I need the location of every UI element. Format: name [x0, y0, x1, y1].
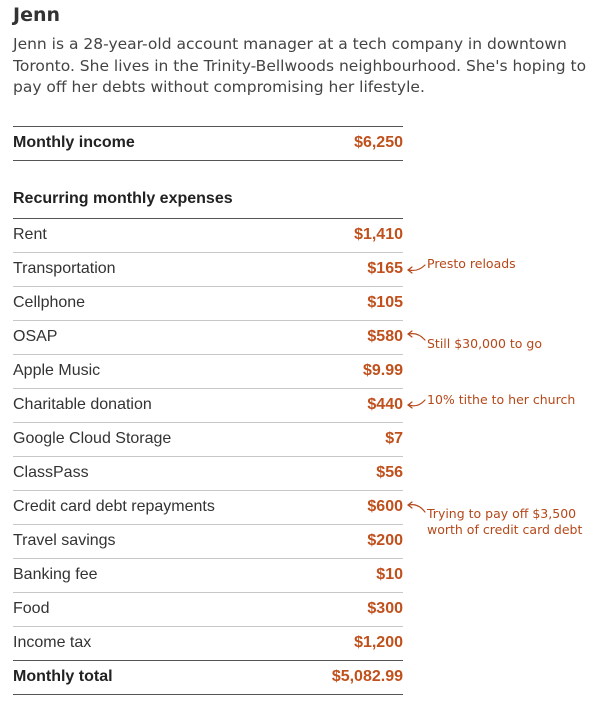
annotation-charitable: 10% tithe to her church [427, 392, 576, 407]
arrowhead-transportation-icon [407, 266, 413, 274]
annotation-osap: Still $30,000 to go [427, 336, 542, 351]
row-divider [13, 354, 403, 355]
total-top-rule [13, 660, 403, 661]
income-row: Monthly income $6,250 [13, 126, 403, 160]
expense-amount: $1,200 [354, 634, 403, 651]
expense-label: Rent [13, 226, 47, 243]
expense-label: Credit card debt repayments [13, 498, 215, 515]
annotation-credit-card: Trying to pay off $3,500 worth of credit… [427, 506, 582, 538]
total-bottom-rule [13, 694, 403, 695]
expense-row-apple-music: Apple Music $9.99 [13, 354, 403, 388]
row-divider [13, 592, 403, 593]
income-label: Monthly income [13, 134, 135, 151]
expense-amount: $200 [367, 532, 403, 549]
expense-row-charitable: Charitable donation $440 [13, 388, 403, 422]
annotation-credit-card-line2: worth of credit card debt [427, 522, 583, 537]
row-divider [13, 252, 403, 253]
row-divider [13, 286, 403, 287]
expense-amount: $10 [376, 566, 403, 583]
expense-row-classpass: ClassPass $56 [13, 456, 403, 490]
row-divider [13, 320, 403, 321]
expense-label: Google Cloud Storage [13, 430, 172, 447]
expense-row-travel-savings: Travel savings $200 [13, 524, 403, 558]
expense-row-credit-card: Credit card debt repayments $600 [13, 490, 403, 524]
expense-amount: $7 [385, 430, 403, 447]
annotation-transportation: Presto reloads [427, 256, 516, 271]
expense-amount: $580 [367, 328, 403, 345]
expense-label: Cellphone [13, 294, 86, 311]
row-divider [13, 524, 403, 525]
income-amount: $6,250 [354, 134, 403, 151]
row-divider [13, 456, 403, 457]
total-row: Monthly total $5,082.99 [13, 660, 403, 694]
expense-label: Apple Music [13, 362, 101, 379]
expense-row-osap: OSAP $580 [13, 320, 403, 354]
annotation-credit-card-line1: Trying to pay off $3,500 [427, 506, 577, 521]
expense-label: Travel savings [13, 532, 116, 549]
arrow-charitable-icon [408, 399, 426, 407]
expense-label: Charitable donation [13, 396, 152, 413]
expense-amount: $105 [367, 294, 403, 311]
arrow-transportation-icon [408, 264, 426, 272]
expense-row-google-cloud: Google Cloud Storage $7 [13, 422, 403, 456]
expense-amount: $1,410 [354, 226, 403, 243]
row-divider [13, 490, 403, 491]
expense-label: Transportation [13, 260, 116, 277]
expense-amount: $600 [367, 498, 403, 515]
row-divider [13, 558, 403, 559]
row-divider [13, 626, 403, 627]
expense-label: OSAP [13, 328, 58, 345]
expense-label: Income tax [13, 634, 92, 651]
arrow-osap-icon [408, 333, 426, 341]
expense-amount: $300 [367, 600, 403, 617]
expense-amount: $9.99 [362, 362, 403, 379]
expense-amount: $56 [376, 464, 403, 481]
arrow-credit-card-icon [408, 504, 426, 513]
profile-name: Jenn [13, 4, 61, 26]
income-bottom-rule [13, 160, 403, 161]
expense-row-transportation: Transportation $165 [13, 252, 403, 286]
row-divider [13, 422, 403, 423]
expense-row-cellphone: Cellphone $105 [13, 286, 403, 320]
expenses-title-rule [13, 218, 403, 219]
arrowhead-credit-card-icon [407, 501, 413, 509]
expense-label: Banking fee [13, 566, 98, 583]
expense-label: ClassPass [13, 464, 89, 481]
expenses-title: Recurring monthly expenses [13, 190, 233, 207]
expense-row-food: Food $300 [13, 592, 403, 626]
expense-label: Food [13, 600, 50, 617]
arrowhead-charitable-icon [407, 401, 413, 409]
expense-row-rent: Rent $1,410 [13, 218, 403, 252]
arrowhead-osap-icon [407, 330, 413, 338]
total-label: Monthly total [13, 668, 113, 685]
expense-amount: $440 [367, 396, 403, 413]
expense-row-banking-fee: Banking fee $10 [13, 558, 403, 592]
row-divider [13, 388, 403, 389]
total-amount: $5,082.99 [331, 668, 403, 685]
profile-bio: Jenn is a 28-year-old account manager at… [13, 35, 587, 96]
income-top-rule [13, 126, 403, 127]
expense-amount: $165 [367, 260, 403, 277]
expense-row-income-tax: Income tax $1,200 [13, 626, 403, 660]
